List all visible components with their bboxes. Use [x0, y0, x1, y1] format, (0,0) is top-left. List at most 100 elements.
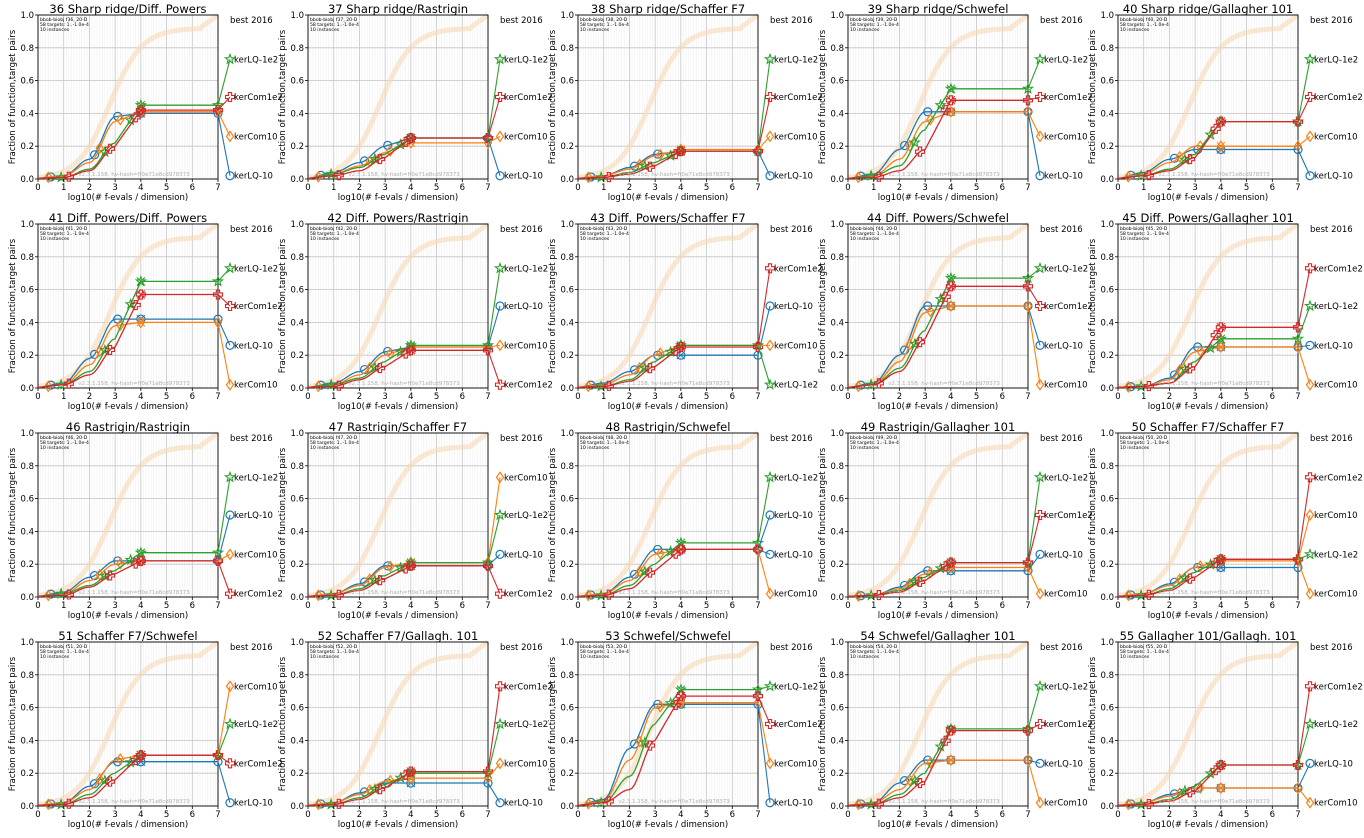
- plot-frame: [1117, 641, 1299, 807]
- legend-marker: [495, 549, 505, 559]
- y-tick-label: 0.4: [20, 736, 34, 746]
- data-marker: [134, 274, 147, 287]
- legend-marker: [225, 548, 235, 561]
- series-line: [307, 137, 488, 179]
- y-tick-label: 0.0: [830, 175, 844, 185]
- x-tick-label: 3: [1192, 810, 1197, 820]
- y-tick-label: 0.0: [830, 384, 844, 394]
- x-tick-label: 7: [1025, 183, 1030, 193]
- legend-connector: [1027, 686, 1041, 730]
- x-tick-label: 4: [948, 810, 953, 820]
- x-axis-label: log10(# f-evals / dimension): [878, 611, 998, 621]
- best-2016-line: [847, 12, 1030, 180]
- legend-best-label: best 2016: [770, 16, 813, 26]
- x-tick-label: 5: [164, 810, 169, 820]
- x-tick-label: 1: [61, 392, 66, 402]
- chart-panel: kerLQ-1e2 kerCom1e2 kerLQ-10 kerCom10 best 2…: [818, 211, 1093, 420]
- series-kerCom1e2: [1118, 554, 1304, 600]
- gridlines: [1117, 432, 1299, 598]
- legend-label: kerLQ-1e2: [234, 720, 278, 730]
- series-kerCom1e2: [848, 95, 1034, 182]
- budget-cross-marker: [406, 133, 416, 143]
- x-tick-label: 0: [575, 183, 580, 193]
- y-tick-label: 0.4: [830, 527, 844, 537]
- plot-frame: [37, 641, 219, 807]
- y-tick-label: 0.6: [1100, 495, 1114, 505]
- x-tick-label: 3: [112, 810, 117, 820]
- panel-title: 36 Sharp ridge/Diff. Powers: [49, 2, 206, 16]
- legend-best-label: best 2016: [500, 16, 543, 26]
- y-tick-label: 0.6: [20, 77, 34, 87]
- legend-marker: [494, 681, 506, 692]
- y-axis-label: Fraction of function,target pairs: [8, 238, 18, 373]
- legend-marker: [765, 301, 775, 311]
- y-tick-label: 0.6: [830, 495, 844, 505]
- data-marker: [211, 275, 225, 287]
- panel-title: 37 Sharp ridge/Rastrigin: [328, 2, 468, 16]
- legend-marker: [1305, 378, 1315, 391]
- y-tick-label: 0.2: [1100, 351, 1114, 361]
- best-2016-line: [37, 639, 220, 807]
- chart-panel: kerCom10 kerLQ-1e2 kerCom1e2 kerLQ-10 best 2…: [8, 629, 283, 838]
- y-tick-label: 0.0: [560, 802, 574, 812]
- x-tick-label: 6: [730, 810, 735, 820]
- data-marker: [63, 798, 74, 809]
- y-tick-label: 0.4: [1100, 318, 1114, 328]
- data-marker: [923, 107, 933, 117]
- data-marker: [104, 776, 116, 787]
- y-tick-label: 0.8: [830, 44, 844, 54]
- data-marker: [104, 570, 116, 581]
- data-marker: [63, 378, 74, 389]
- y-tick-label: 0.4: [1100, 736, 1114, 746]
- data-marker: [374, 153, 386, 165]
- x-tick-label: 2: [1167, 392, 1172, 402]
- legend-label: kerCom1e2: [774, 264, 823, 274]
- legend-label: kerCom1e2: [234, 93, 283, 103]
- data-marker: [333, 170, 344, 181]
- y-tick-label: 0.8: [1100, 462, 1114, 472]
- y-tick-label: 0.2: [290, 142, 304, 152]
- info-text: bbob-biobj f37, 20-D: [310, 17, 358, 23]
- y-tick-label: 0.0: [20, 384, 34, 394]
- x-tick-label: 3: [1192, 183, 1197, 193]
- data-marker: [603, 171, 614, 183]
- best-2016-line: [307, 639, 490, 807]
- y-tick-label: 0.8: [20, 462, 34, 472]
- data-marker: [1169, 370, 1180, 380]
- x-tick-label: 1: [61, 183, 66, 193]
- y-tick-label: 0.4: [1100, 109, 1114, 119]
- legend-marker: [1304, 681, 1316, 692]
- y-tick-label: 0.4: [560, 318, 574, 328]
- x-tick-label: 3: [112, 183, 117, 193]
- x-tick-label: 2: [87, 392, 92, 402]
- panel-title: 42 Diff. Powers/Rastrigin: [327, 211, 468, 225]
- panel-title: 43 Diff. Powers/Schaffer F7: [590, 211, 745, 225]
- info-text: 10 instances: [310, 445, 340, 451]
- x-tick-label: 2: [1167, 601, 1172, 611]
- y-tick-label: 0.8: [830, 253, 844, 263]
- legend-label: kerLQ-1e2: [1044, 473, 1088, 483]
- legend-marker: [1035, 587, 1045, 600]
- series-kerCom1e2: [308, 766, 494, 809]
- data-marker: [635, 735, 644, 748]
- budget-cross-marker: [406, 345, 416, 355]
- x-tick-label: 1: [331, 392, 336, 402]
- legend-label: kerCom1e2: [1044, 302, 1093, 312]
- series-line: [1117, 145, 1298, 179]
- info-text: 58 targets: 1..-1.0e-4: [1120, 22, 1169, 28]
- gridlines: [1117, 641, 1299, 807]
- legend-connector: [217, 111, 231, 137]
- series-line: [577, 148, 758, 179]
- y-tick-label: 0.0: [1100, 802, 1114, 812]
- series-line: [37, 111, 218, 179]
- y-tick-label: 0.2: [1100, 769, 1114, 779]
- data-marker: [1143, 380, 1154, 392]
- data-marker: [914, 576, 926, 587]
- legend-connector: [1297, 686, 1311, 766]
- legend-label: kerCom10: [234, 132, 278, 142]
- legend-marker: [225, 130, 235, 143]
- x-axis-label: log10(# f-evals / dimension): [608, 611, 728, 621]
- info-text: bbob-biobj f49, 20-D: [850, 435, 898, 441]
- x-tick-label: 7: [485, 601, 490, 611]
- legend-label: kerCom1e2: [234, 759, 283, 769]
